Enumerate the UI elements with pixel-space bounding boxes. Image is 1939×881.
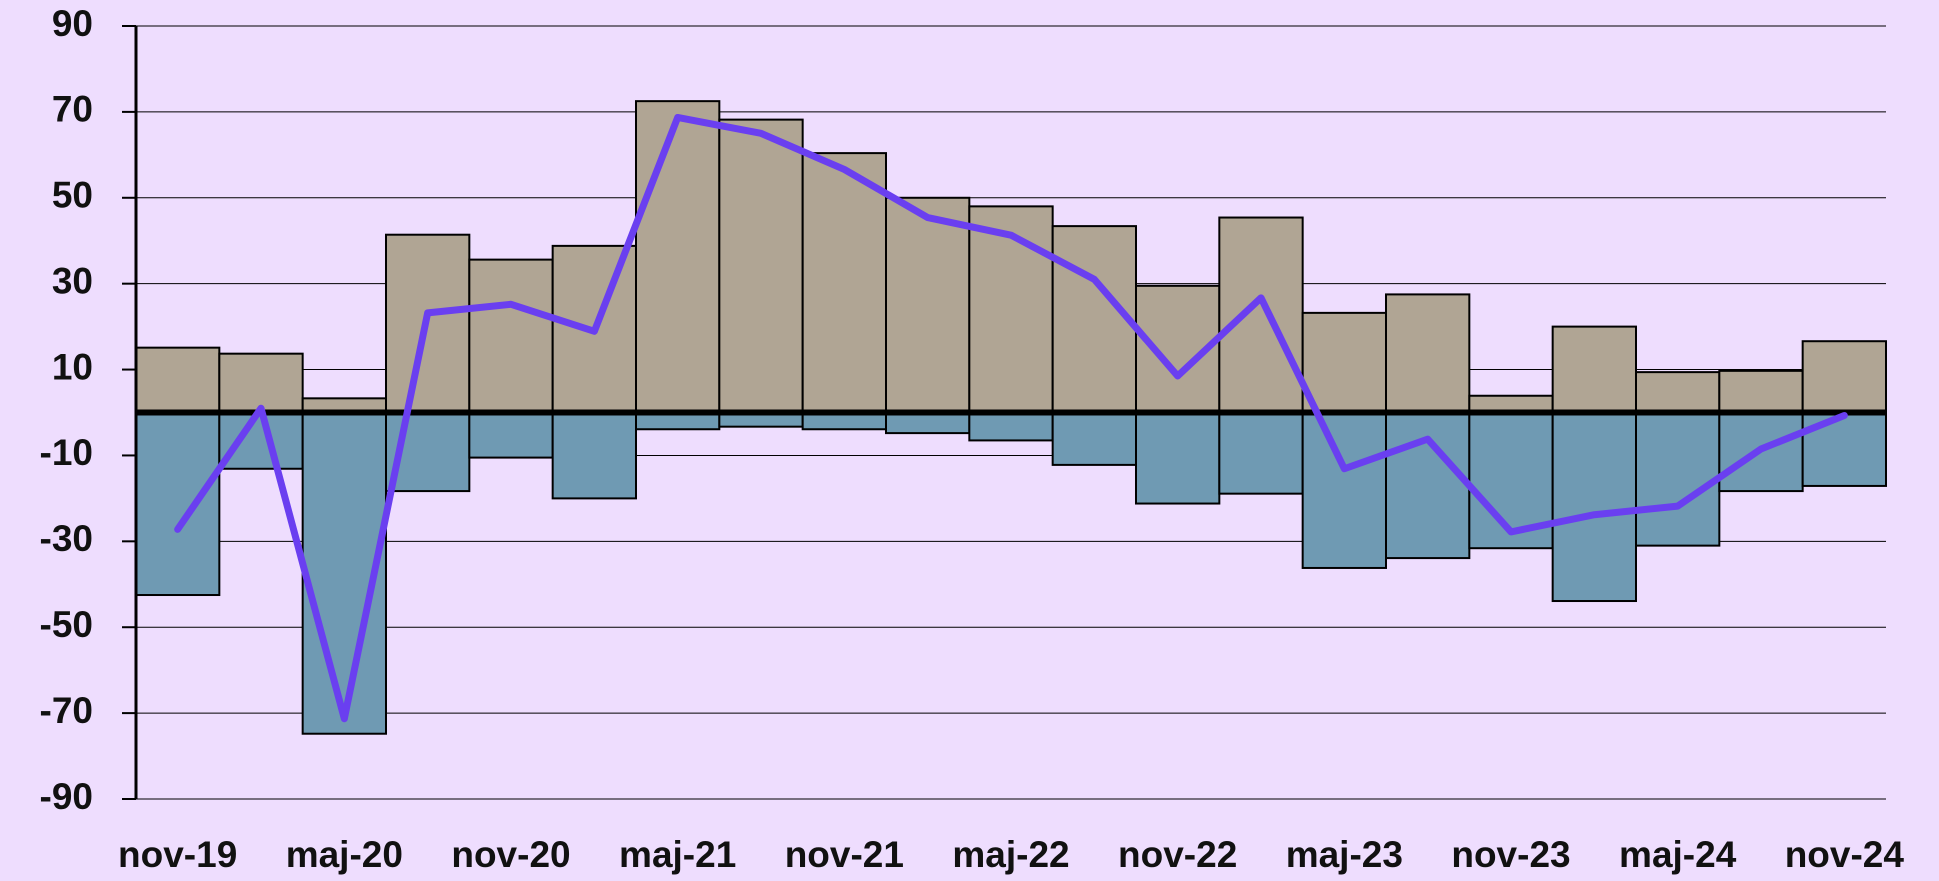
y-tick-label: 90: [52, 3, 93, 44]
bar: [1135, 411, 1221, 505]
bar: [1218, 411, 1304, 495]
y-tick-label: 30: [52, 260, 93, 301]
bar: [1218, 216, 1304, 414]
x-tick-label: maj-22: [952, 834, 1069, 875]
bar: [885, 196, 971, 414]
x-tick-label: nov-19: [118, 834, 237, 875]
bar: [218, 352, 304, 414]
x-tick-label: nov-22: [1118, 834, 1237, 875]
y-tick-label: -70: [40, 690, 93, 731]
y-tick-label: -10: [40, 432, 93, 473]
bar: [135, 346, 221, 414]
x-tick-label: nov-24: [1785, 834, 1905, 875]
y-tick-label: 70: [52, 89, 93, 130]
bar: [885, 411, 971, 435]
bar: [1718, 369, 1804, 414]
bar: [801, 152, 888, 414]
bar: [718, 118, 804, 414]
bar: [1051, 411, 1137, 466]
bar: [135, 411, 221, 597]
x-tick-label: nov-20: [451, 834, 570, 875]
y-tick-label: -90: [40, 776, 93, 817]
bar: [1551, 325, 1637, 414]
x-tick-label: nov-23: [1451, 834, 1570, 875]
x-tick-label: nov-21: [785, 834, 904, 875]
y-tick-label: 50: [52, 175, 93, 216]
bar: [1301, 311, 1387, 414]
bar: [1551, 411, 1637, 603]
bar: [1801, 340, 1887, 414]
bar: [1301, 411, 1387, 569]
bar: [1385, 293, 1471, 414]
x-tick-label: maj-24: [1619, 834, 1737, 875]
bar: [1635, 371, 1721, 414]
bar: [968, 411, 1054, 442]
x-tick-label: maj-21: [619, 834, 736, 875]
y-tick-label: 10: [52, 346, 93, 387]
x-tick-label: maj-20: [286, 834, 403, 875]
bar: [1385, 411, 1471, 560]
bar: [468, 411, 554, 459]
bar: [468, 258, 554, 414]
bar: [968, 205, 1054, 414]
x-tick-label: maj-23: [1286, 834, 1403, 875]
y-tick-label: -50: [40, 604, 93, 645]
bar: [635, 100, 721, 414]
line: [174, 113, 1848, 723]
bar: [1051, 225, 1137, 414]
y-tick-label: -30: [40, 518, 93, 559]
bar: [551, 411, 638, 500]
bar: [1635, 411, 1721, 547]
